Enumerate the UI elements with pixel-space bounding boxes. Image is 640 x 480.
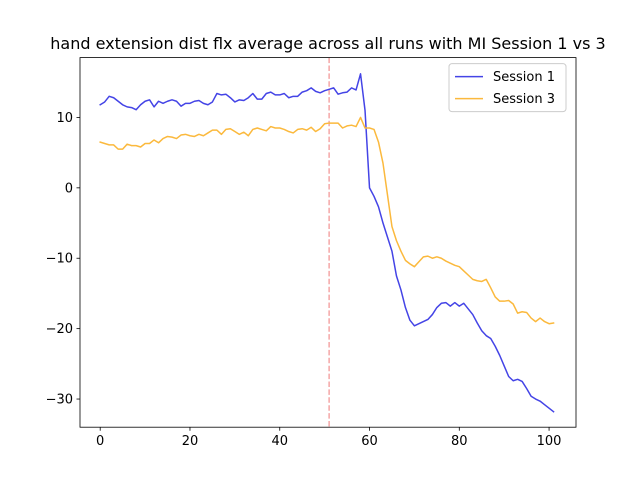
legend: Session 1 Session 3	[448, 63, 567, 113]
y-tick-label: −10	[46, 252, 73, 267]
series-line-2	[99, 116, 555, 325]
legend-box	[448, 63, 567, 113]
y-tick-label: 10	[56, 111, 73, 126]
axes: 0 20 40 60 80 100 −30 −20 −10 0 10	[46, 57, 577, 449]
plot-frame	[79, 57, 577, 428]
legend-label-1: Session 1	[493, 70, 555, 85]
x-tick-label: 0	[96, 434, 104, 449]
chart-title: hand extension dist flx average across a…	[50, 34, 605, 53]
x-tick-label: 40	[271, 434, 288, 449]
plot-area	[99, 57, 555, 428]
x-tick-label: 80	[451, 434, 468, 449]
y-tick-label: −20	[46, 322, 73, 337]
x-tick-label: 100	[537, 434, 562, 449]
series-line-1	[99, 73, 555, 413]
y-tick-label: 0	[65, 181, 73, 196]
x-tick-label: 20	[182, 434, 199, 449]
y-tick-label: −30	[46, 393, 73, 408]
x-tick-label: 60	[361, 434, 378, 449]
legend-label-2: Session 3	[493, 92, 555, 107]
